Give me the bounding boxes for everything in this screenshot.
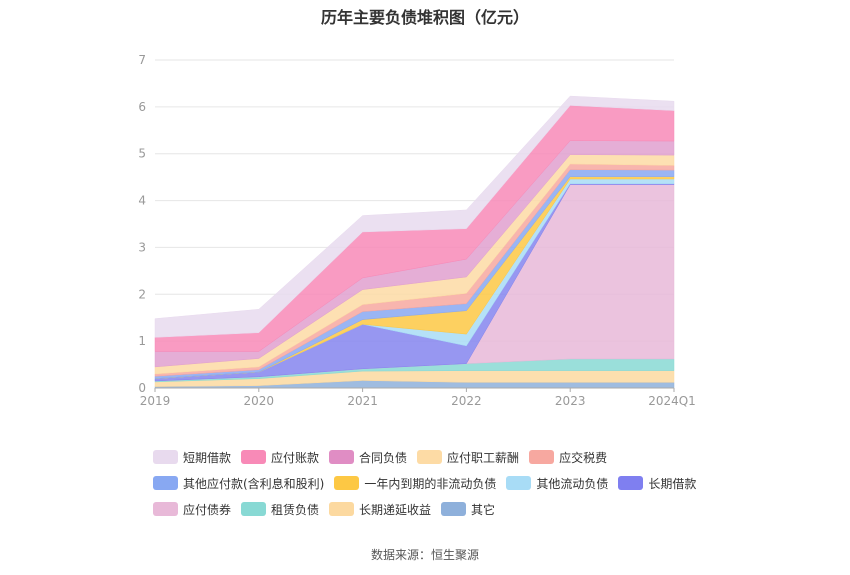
x-tick-label: 2024Q1 bbox=[648, 394, 696, 408]
legend-swatch bbox=[618, 476, 644, 490]
legend-swatch bbox=[334, 476, 360, 490]
legend-item[interactable]: 其他流动负债 bbox=[506, 473, 608, 493]
legend-item[interactable]: 其他应付款(含利息和股利) bbox=[153, 473, 324, 493]
legend-label: 其他应付款(含利息和股利) bbox=[183, 476, 325, 491]
y-tick-label: 2 bbox=[138, 287, 146, 301]
y-tick-label: 3 bbox=[138, 240, 146, 254]
legend-item[interactable]: 应交税费 bbox=[529, 447, 607, 467]
legend-item[interactable]: 合同负债 bbox=[329, 447, 407, 467]
y-tick-label: 7 bbox=[138, 53, 146, 67]
legend-label: 租赁负债 bbox=[271, 502, 320, 517]
x-tick-label: 2021 bbox=[347, 394, 378, 408]
legend-item[interactable]: 短期借款 bbox=[153, 447, 231, 467]
data-source: 数据来源：恒生聚源 bbox=[370, 548, 479, 562]
legend-swatch bbox=[153, 502, 178, 516]
legend-label: 合同负债 bbox=[359, 450, 408, 465]
legend-label: 应付账款 bbox=[271, 450, 320, 465]
legend-swatch bbox=[241, 450, 267, 464]
legend-item[interactable]: 长期递延收益 bbox=[329, 499, 431, 519]
legend-item[interactable]: 租赁负债 bbox=[241, 499, 319, 519]
legend-swatch bbox=[529, 450, 555, 464]
legend-swatch bbox=[417, 450, 443, 464]
legend: 短期借款 应付账款 合同负债 应付职工薪酬 应交税费其他应付款(含利息和股利) 一年内到期… bbox=[153, 447, 733, 519]
y-tick-label: 5 bbox=[138, 147, 146, 161]
stacked-area-chart: 0 1 2 3 4 5 6 7 2019 2020 2021 2022 2023 2024Q1 bbox=[138, 53, 695, 408]
legend-swatch bbox=[153, 450, 178, 464]
legend-label: 长期借款 bbox=[648, 476, 697, 491]
legend-swatch bbox=[153, 476, 178, 490]
y-tick-label: 6 bbox=[138, 100, 146, 114]
legend-label: 其它 bbox=[471, 502, 496, 517]
x-tick-label: 2022 bbox=[451, 394, 482, 408]
legend-item[interactable]: 应付职工薪酬 bbox=[417, 447, 519, 467]
legend-label: 短期借款 bbox=[183, 450, 232, 465]
x-tick-label: 2023 bbox=[555, 394, 586, 408]
legend-item[interactable]: 其它 bbox=[441, 499, 495, 519]
legend-label: 应交税费 bbox=[559, 450, 608, 465]
y-tick-label: 1 bbox=[138, 334, 146, 348]
axes: 0 1 2 3 4 5 6 7 2019 2020 2021 2022 2023 2024Q1 bbox=[138, 53, 695, 408]
legend-swatch bbox=[329, 502, 355, 516]
legend-label: 其他流动负债 bbox=[536, 476, 609, 491]
legend-swatch bbox=[506, 476, 532, 490]
legend-swatch bbox=[441, 502, 467, 516]
x-tick-label: 2019 bbox=[140, 394, 171, 408]
y-tick-label: 4 bbox=[138, 194, 146, 208]
legend-item[interactable]: 一年内到期的非流动负债 bbox=[334, 473, 496, 493]
chart-title: 历年主要负债堆积图（亿元） bbox=[320, 8, 529, 27]
legend-label: 应付债券 bbox=[183, 502, 232, 517]
legend-label: 应付职工薪酬 bbox=[447, 450, 520, 465]
y-tick-label: 0 bbox=[138, 381, 146, 395]
legend-swatch bbox=[241, 502, 267, 516]
area-series-短期借款 bbox=[154, 95, 675, 338]
legend-label: 长期递延收益 bbox=[359, 502, 432, 517]
legend-swatch bbox=[329, 450, 355, 464]
legend-item[interactable]: 应付债券 bbox=[153, 499, 231, 519]
legend-item[interactable]: 长期借款 bbox=[618, 473, 696, 493]
legend-label: 一年内到期的非流动负债 bbox=[364, 476, 497, 491]
x-tick-label: 2020 bbox=[244, 394, 275, 408]
legend-item[interactable]: 应付账款 bbox=[241, 447, 319, 467]
area-series bbox=[154, 95, 675, 389]
